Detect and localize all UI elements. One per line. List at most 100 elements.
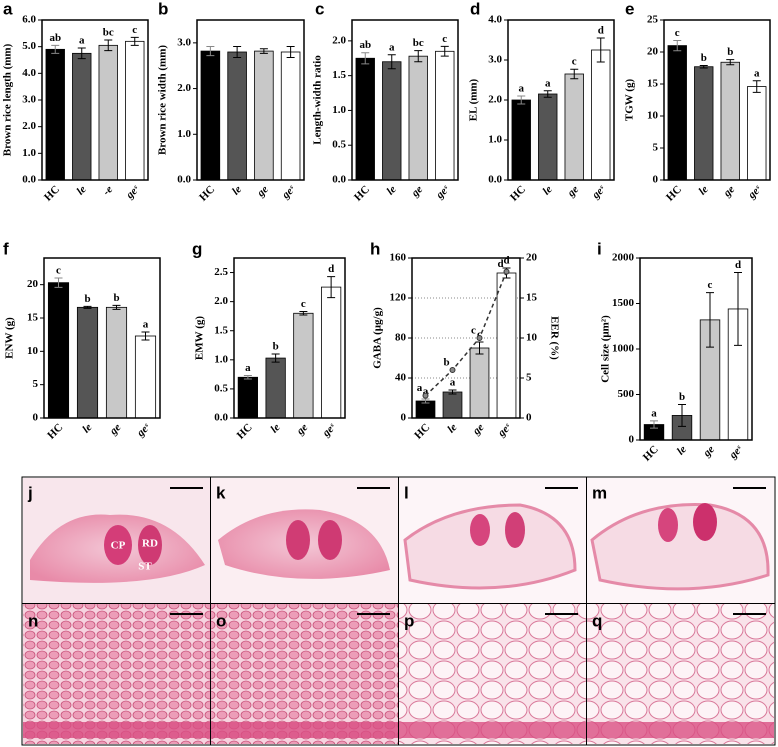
x-tick-label: ge xyxy=(565,183,582,200)
significance-letter: d xyxy=(503,255,509,267)
error-bar xyxy=(570,68,579,80)
y-tick-label: 10 xyxy=(27,345,39,357)
x-tick-label: HC xyxy=(45,421,65,441)
x-tick-label: HC xyxy=(42,183,62,203)
x-tick-label: ge xyxy=(700,443,717,460)
error-bar xyxy=(83,305,92,309)
error-bar xyxy=(233,46,242,58)
y-tick-label: 1500 xyxy=(612,297,635,309)
error-bar xyxy=(414,50,423,63)
bar xyxy=(237,376,258,419)
y-tick-label: 1.0 xyxy=(332,104,346,116)
tissue xyxy=(505,512,525,548)
x-tick-label: geˢ xyxy=(134,421,153,440)
plot-frame xyxy=(351,19,459,181)
y-tick-label: 5 xyxy=(653,142,659,154)
x-tick-label: -e xyxy=(101,183,116,198)
error-bar xyxy=(543,90,552,98)
y-tick-label: 0.0 xyxy=(177,174,191,186)
significance-letter: c xyxy=(572,56,577,68)
y-axis-label: Cell size (μm²) xyxy=(600,315,612,383)
significance-letter: a xyxy=(79,35,85,47)
significance-letter: b xyxy=(273,341,279,353)
y-tick-label: 500 xyxy=(618,388,635,400)
x-tick-label: ge xyxy=(254,183,271,200)
significance-letter: a xyxy=(245,362,251,374)
error-bar xyxy=(104,39,113,52)
significance-letter: ab xyxy=(359,39,371,51)
error-bar xyxy=(54,277,63,288)
panel-label: f xyxy=(3,239,9,258)
y-tick-label: 0 xyxy=(33,412,39,424)
bar xyxy=(591,49,611,181)
error-bar xyxy=(596,37,605,63)
y-tick-label: 15 xyxy=(647,78,659,90)
x-tick-label: le xyxy=(445,421,459,435)
significance-letter: d xyxy=(497,258,503,270)
y-tick-label: 20 xyxy=(647,46,659,58)
y-tick-label: 3.0 xyxy=(22,94,36,106)
plot-frame xyxy=(663,19,771,181)
error-bar xyxy=(243,375,252,380)
x-tick-label: geˢ xyxy=(123,183,142,202)
significance-letter: a xyxy=(143,319,149,331)
panel-label: m xyxy=(592,483,607,502)
panel-label: g xyxy=(192,239,202,258)
micrograph xyxy=(23,604,210,744)
significance-letter: a xyxy=(651,407,657,419)
micrograph xyxy=(211,604,398,744)
error-bar xyxy=(678,404,686,427)
panel-label: d xyxy=(470,0,480,18)
error-bar xyxy=(440,45,449,57)
significance-letter: c xyxy=(132,24,137,36)
tissue xyxy=(658,508,678,542)
bar xyxy=(511,99,531,181)
error-bar xyxy=(130,36,139,46)
significance-letter: a xyxy=(754,67,760,79)
bar xyxy=(415,400,436,419)
y-tick-label: 20 xyxy=(27,278,39,290)
y-tick-label: 2.0 xyxy=(332,34,346,46)
error-bar xyxy=(271,353,280,363)
x-tick-label: le xyxy=(80,421,94,435)
panel-label: h xyxy=(370,239,380,258)
significance-letter: c xyxy=(708,279,713,291)
x-tick-label: geˢ xyxy=(745,183,764,202)
significance-letter: d xyxy=(735,259,741,271)
y-tick-label: 2.0 xyxy=(488,94,502,106)
significance-letter: a xyxy=(450,377,456,389)
bar xyxy=(45,48,65,181)
annotation: RD xyxy=(142,538,158,550)
bar xyxy=(47,282,70,419)
error-bar xyxy=(673,39,682,52)
y-tick-label: 5.0 xyxy=(22,40,36,52)
y-axis-label: Brown rice length (mm) xyxy=(2,43,14,156)
y-tick-label: 0.5 xyxy=(332,139,346,151)
y-axis-label: EL (mm) xyxy=(468,78,480,121)
y-axis-label: Length-width ratio xyxy=(312,55,324,145)
significance-letter: d xyxy=(328,263,334,275)
x-tick-label: le xyxy=(385,183,399,197)
y-tick-label: 3.0 xyxy=(488,54,502,66)
significance-letter: b xyxy=(443,357,449,369)
panel-label: k xyxy=(216,483,226,502)
bar xyxy=(720,61,740,181)
y2-tick-label: 0 xyxy=(526,412,532,424)
chart-panel: g 0.0 0.5 1.0 1.5 2.0 2.5 EMW (g) a b c d HC le ge geˢ xyxy=(192,239,346,442)
panel-label: p xyxy=(404,611,414,630)
micrograph-top xyxy=(23,478,774,603)
panel-label: j xyxy=(27,483,33,502)
x-tick-label: le xyxy=(230,183,244,197)
y2-axis-label: EER (%) xyxy=(548,316,560,360)
bar xyxy=(694,66,714,181)
significance-letter: c xyxy=(442,33,447,45)
significance-letter: bc xyxy=(103,27,114,39)
y-tick-label: 5 xyxy=(33,378,39,390)
panel-label: q xyxy=(592,611,602,630)
y-tick-label: 0.5 xyxy=(214,382,228,394)
significance-letter: c xyxy=(675,27,680,39)
bar xyxy=(76,306,99,419)
x-tick-label: le xyxy=(697,183,711,197)
x-tick-label: HC xyxy=(508,183,528,203)
bar xyxy=(125,40,145,181)
